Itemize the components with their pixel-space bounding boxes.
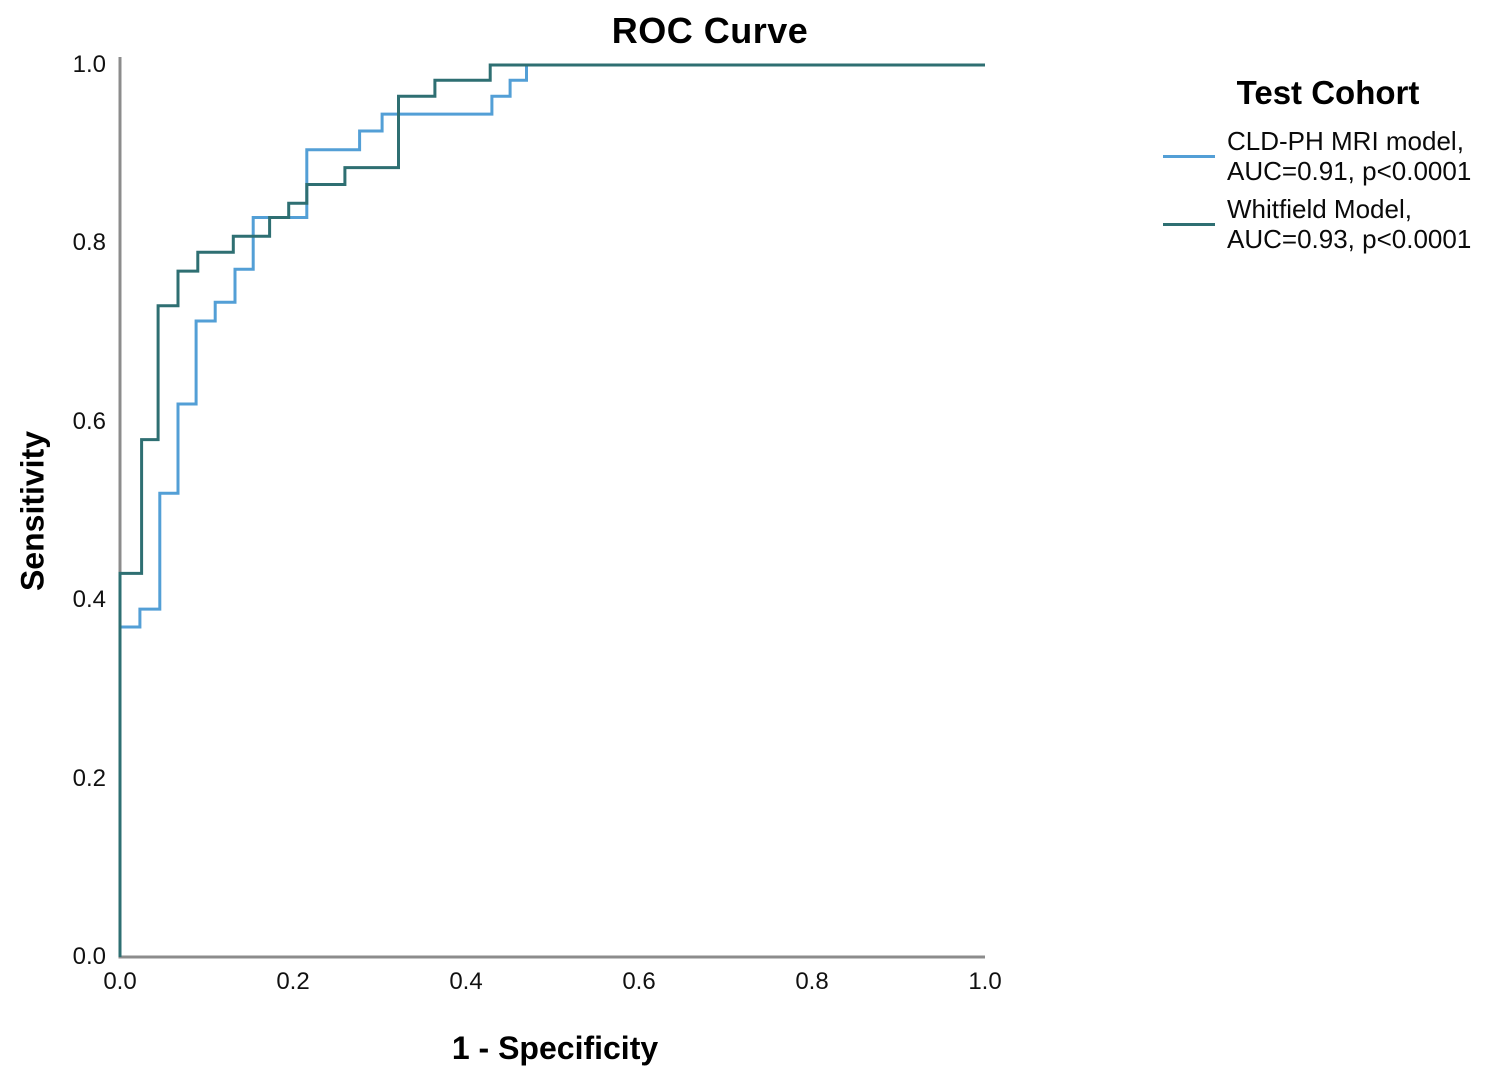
legend-label-cld-ph-mri-model: CLD-PH MRI model, AUC=0.91, p<0.0001 <box>1227 126 1471 186</box>
legend-entry-whitfield-model: Whitfield Model, AUC=0.93, p<0.0001 <box>1163 194 1493 254</box>
y-axis-title: Sensitivity <box>14 430 51 592</box>
roc-curve-cld-ph-mri-model <box>118 63 985 957</box>
y-tick-label: 0.0 <box>72 943 106 970</box>
legend-entry-cld-ph-mri-model: CLD-PH MRI model, AUC=0.91, p<0.0001 <box>1163 126 1493 186</box>
legend-label-line2: AUC=0.93, p<0.0001 <box>1227 224 1472 254</box>
y-tick-label: 0.4 <box>72 586 106 614</box>
legend-label-line2: AUC=0.91, p<0.0001 <box>1227 156 1472 186</box>
x-tick-label: 0.6 <box>622 968 656 995</box>
x-tick-label: 0.8 <box>795 968 829 995</box>
x-tick-label: 0.2 <box>276 968 310 995</box>
legend-label-whitfield-model: Whitfield Model, AUC=0.93, p<0.0001 <box>1227 194 1471 254</box>
legend: Test Cohort CLD-PH MRI model, AUC=0.91, … <box>1163 74 1493 262</box>
chart-title: ROC Curve <box>611 10 809 51</box>
x-axis-title: 1 - Specificity <box>451 1030 659 1066</box>
legend-label-line1: CLD-PH MRI model, <box>1227 126 1464 156</box>
x-tick-label: 1.0 <box>968 968 1002 995</box>
y-tick-label: 0.8 <box>72 229 106 257</box>
legend-swatch-cld-ph-mri-model <box>1163 154 1215 158</box>
legend-title: Test Cohort <box>1236 74 1420 111</box>
x-tick-label: 0.0 <box>103 968 137 995</box>
y-tick-label: 0.6 <box>72 407 106 435</box>
legend-label-line1: Whitfield Model, <box>1227 194 1412 224</box>
y-tick-label: 0.2 <box>72 764 106 792</box>
legend-swatch-whitfield-model <box>1163 222 1215 226</box>
x-tick-label: 0.4 <box>449 968 483 995</box>
y-tick-label: 1.0 <box>72 51 106 78</box>
roc-curve-whitfield-model <box>118 63 985 957</box>
